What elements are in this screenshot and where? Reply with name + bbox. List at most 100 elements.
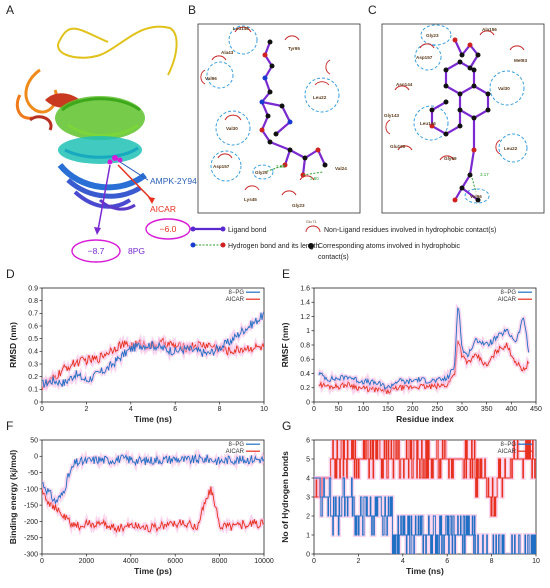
- key-nonligand-sample: Glu 71: [306, 220, 317, 224]
- x-tick-label: 250: [431, 406, 443, 413]
- y-tick-label: 1.4: [300, 300, 310, 307]
- svg-text:Val30: Val30: [498, 86, 510, 91]
- panel-b-eyelashes: [200, 26, 331, 196]
- svg-text:Asp157: Asp157: [213, 164, 230, 169]
- aicar-score-ellipse: [145, 218, 191, 240]
- key-nonligand-symbol: [305, 225, 321, 233]
- x-tick-label: 8: [218, 406, 222, 413]
- complex-pointer: [119, 161, 149, 181]
- panel-b-circles: [206, 25, 340, 182]
- panel-letter-d: D: [6, 267, 15, 281]
- x-tick-label: 6000: [167, 558, 183, 565]
- pg8-arrowhead: [94, 227, 101, 235]
- chart-d: 0 2 4 6 8 10 0 0.1 0.2 0.3 0.4 0.5 0.6 0.7 0.8 0.9 Time …: [8, 285, 268, 424]
- complex-label: AMPK-2Y94: [150, 176, 197, 186]
- panel-letter-b: B: [188, 3, 196, 17]
- y-tick-label: -200: [24, 519, 38, 526]
- series-group: [42, 448, 264, 539]
- x-tick-label: 2000: [79, 558, 95, 565]
- y-tick-label: -250: [24, 535, 38, 542]
- y-tick-label: 50: [30, 437, 38, 444]
- y-tick-label: 0.7: [28, 311, 38, 318]
- series-line-pg8: [318, 307, 530, 390]
- svg-text:Gly99: Gly99: [444, 156, 457, 161]
- series-line-pg8: [42, 311, 264, 388]
- x-tick-label: 2: [356, 558, 360, 565]
- interaction-key: Ligand bond Hydrogen bond and its length…: [190, 220, 496, 261]
- svg-text:Glu100: Glu100: [390, 144, 406, 149]
- x-tick-label: 4: [401, 558, 405, 565]
- panel-letter-a: A: [6, 3, 14, 17]
- series-line-aicar: [42, 486, 264, 534]
- svg-text:Ala156: Ala156: [482, 27, 497, 32]
- y-tick-label: 1.2: [300, 314, 310, 321]
- legend-entry: 8−PG: [500, 290, 516, 296]
- key-nonligand: Non-Ligand residues involved in hydropho…: [324, 227, 496, 234]
- x-tick-label: 200: [407, 406, 419, 413]
- y-tick-label: 0: [306, 399, 310, 406]
- svg-text:Gly23: Gly23: [426, 33, 439, 38]
- series-line-aicar: [318, 340, 529, 395]
- chart-e: 0 50 100 150 200 250 300 350 400 450 0 0.2 0.4 0.6 0.8…: [280, 285, 542, 424]
- x-tick-label: 10: [260, 406, 268, 413]
- x-tick-label: 100: [357, 406, 369, 413]
- svg-text:Asn144: Asn144: [396, 82, 413, 87]
- x-axis-label: Time (ns): [134, 414, 172, 424]
- x-tick-label: 4: [129, 406, 133, 413]
- panel-a: A AMPK-2Y94 AICAR −6.0: [6, 3, 197, 263]
- panel-b-distance-1: 2.98: [276, 164, 285, 169]
- svg-text:Leu22: Leu22: [504, 146, 518, 151]
- panel-b-hbonds: [264, 164, 324, 176]
- panel-c: C: [368, 3, 545, 214]
- series-line-pg8: [42, 453, 264, 504]
- y-tick-label: 0: [34, 454, 38, 461]
- pg8-score: −8.7: [88, 246, 105, 256]
- y-tick-label: 0.2: [28, 374, 38, 381]
- svg-text:Tyr95: Tyr95: [288, 46, 300, 51]
- legend-entry: 8−PG: [228, 290, 244, 296]
- svg-text:Leu22: Leu22: [313, 95, 327, 100]
- svg-text:Gly23: Gly23: [292, 203, 305, 208]
- y-axis-label: No of Hydrogen bonds: [280, 451, 290, 543]
- panel-c-residue-labels: Gly23 Ala156 Asp157 Met93 Asn144 Val30 G…: [384, 27, 527, 199]
- legend-entry: AICAR: [498, 449, 517, 455]
- svg-text:Lys45: Lys45: [244, 197, 257, 202]
- x-tick-label: 10000: [254, 558, 274, 565]
- y-tick-label: 2: [306, 513, 310, 520]
- y-tick-label: 0.8: [28, 298, 38, 305]
- legend-entry: 8−PG: [500, 442, 516, 448]
- x-tick-label: 400: [505, 406, 517, 413]
- svg-text:Asp157: Asp157: [416, 55, 433, 60]
- svg-text:Ala43: Ala43: [221, 50, 234, 55]
- x-tick-label: 6: [173, 406, 177, 413]
- y-tick-label: 0.2: [300, 385, 310, 392]
- x-tick-label: 50: [335, 406, 343, 413]
- y-tick-label: 0.1: [28, 387, 38, 394]
- series-group: [314, 440, 536, 554]
- aicar-score: −6.0: [160, 224, 177, 234]
- svg-text:Met93: Met93: [514, 58, 527, 63]
- panel-b-distance-2: 2.80: [310, 176, 319, 181]
- x-axis-label: Residue index: [396, 414, 454, 424]
- key-atom-symbol: [308, 243, 314, 249]
- panel-b-ligand: [259, 39, 328, 178]
- svg-text:Val24: Val24: [335, 166, 347, 171]
- panel-b-frame: [197, 23, 361, 214]
- x-tick-label: 300: [456, 406, 468, 413]
- y-tick-label: 0.6: [28, 323, 38, 330]
- key-atoms-line1: Corresponding atoms involved in hydropho…: [318, 243, 461, 250]
- x-axis-label: Time (ps): [134, 566, 172, 576]
- pg8-label: 8PG: [128, 246, 145, 256]
- x-tick-label: 0: [312, 406, 316, 413]
- y-tick-label: -100: [24, 486, 38, 493]
- x-tick-label: 8000: [212, 558, 228, 565]
- panel-letter-e: E: [282, 267, 290, 281]
- svg-text:Val96: Val96: [205, 76, 217, 81]
- y-tick-label: 0: [34, 399, 38, 406]
- legend-entry: AICAR: [498, 297, 517, 303]
- series-line-pg8: [314, 477, 536, 554]
